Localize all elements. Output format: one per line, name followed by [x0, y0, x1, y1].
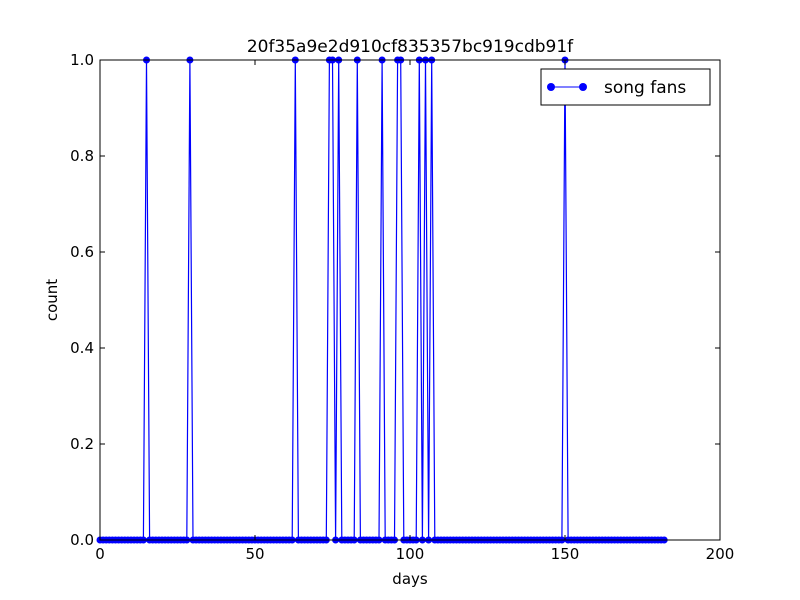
- legend-marker: [579, 83, 587, 91]
- x-tick-label: 200: [706, 545, 735, 563]
- x-tick-label: 50: [245, 545, 264, 563]
- y-tick-label: 0.4: [70, 339, 94, 357]
- y-tick-label: 0.0: [70, 531, 94, 549]
- legend-label: song fans: [604, 78, 686, 98]
- plot-area: [96, 56, 721, 544]
- series-line: [100, 59, 665, 541]
- y-tick-label: 0.8: [70, 147, 94, 165]
- legend: song fans: [540, 68, 711, 106]
- y-tick-label: 1.0: [70, 51, 94, 69]
- x-axis: 0 50 100 150 200: [95, 60, 734, 563]
- legend-marker: [547, 83, 555, 91]
- y-tick-label: 0.6: [70, 243, 94, 261]
- x-tick-label: 100: [396, 545, 425, 563]
- x-tick-label: 150: [551, 545, 580, 563]
- x-axis-label: days: [392, 570, 428, 588]
- y-axis: 0.0 0.2 0.4 0.6 0.8 1.0: [70, 51, 720, 549]
- y-tick-label: 0.2: [70, 435, 94, 453]
- chart-title: 20f35a9e2d910cf835357bc919cdb91f: [247, 37, 574, 57]
- y-axis-label: count: [43, 279, 61, 321]
- x-tick-label: 0: [95, 545, 105, 563]
